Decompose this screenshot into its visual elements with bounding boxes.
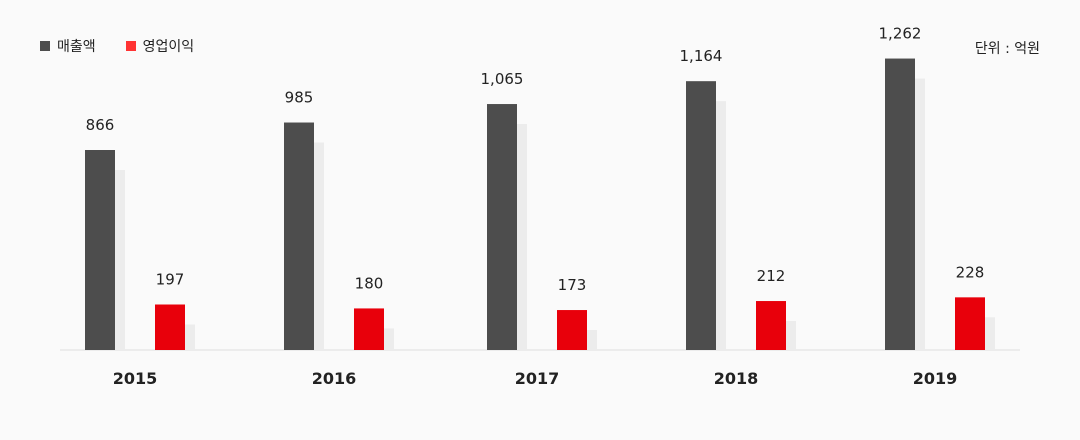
revenue-value-label-2016: 985 (285, 89, 314, 107)
x-tick-label-2015: 2015 (113, 369, 158, 388)
revenue-bar-2019 (885, 58, 915, 350)
profit-value-label-2017: 173 (558, 276, 587, 294)
profit-bar-shadow (185, 324, 195, 350)
legend: 매출액 영업이익 (40, 36, 194, 56)
profit-bar-shadow (384, 328, 394, 350)
profit-bar-2016 (354, 308, 384, 350)
revenue-value-label-2015: 866 (86, 116, 115, 134)
profit-bar-2015 (155, 304, 185, 350)
revenue-bar-2018 (686, 81, 716, 350)
profit-value-label-2016: 180 (355, 274, 384, 292)
revenue-value-label-2019: 1,262 (879, 25, 922, 43)
profit-bar-2017 (557, 310, 587, 350)
revenue-bar-2016 (284, 122, 314, 350)
profit-bar-shadow (985, 317, 995, 350)
x-tick-label-2016: 2016 (312, 369, 357, 388)
revenue-swatch (40, 41, 50, 51)
profit-value-label-2019: 228 (956, 263, 985, 281)
profit-value-label-2015: 197 (156, 271, 185, 289)
unit-label: 단위 : 억원 (974, 41, 1040, 57)
x-tick-label-2019: 2019 (913, 369, 958, 388)
x-tick-label-2018: 2018 (714, 369, 759, 388)
revenue-bar-2017 (487, 104, 517, 351)
legend-item-profit: 영업이익 (125, 36, 195, 56)
revenue-bar-shadow (716, 101, 726, 350)
revenue-value-label-2017: 1,065 (481, 70, 524, 88)
revenue-bar-2015 (85, 150, 115, 350)
legend-item-revenue: 매출액 (40, 36, 96, 56)
profit-bar-2019 (955, 297, 985, 350)
x-tick-label-2017: 2017 (515, 369, 560, 388)
profit-bar-shadow (786, 321, 796, 350)
profit-value-label-2018: 212 (757, 267, 786, 285)
revenue-value-label-2018: 1,164 (680, 47, 723, 65)
revenue-bar-shadow (115, 170, 125, 350)
revenue-bar-shadow (314, 142, 324, 350)
legend-label-profit: 영업이익 (142, 39, 195, 55)
profit-bar-shadow (587, 330, 597, 350)
revenue-bar-shadow (517, 124, 527, 351)
profit-bar-2018 (756, 301, 786, 350)
legend-label-revenue: 매출액 (57, 39, 96, 55)
revenue-bar-shadow (915, 78, 925, 350)
profit-swatch (125, 41, 136, 51)
